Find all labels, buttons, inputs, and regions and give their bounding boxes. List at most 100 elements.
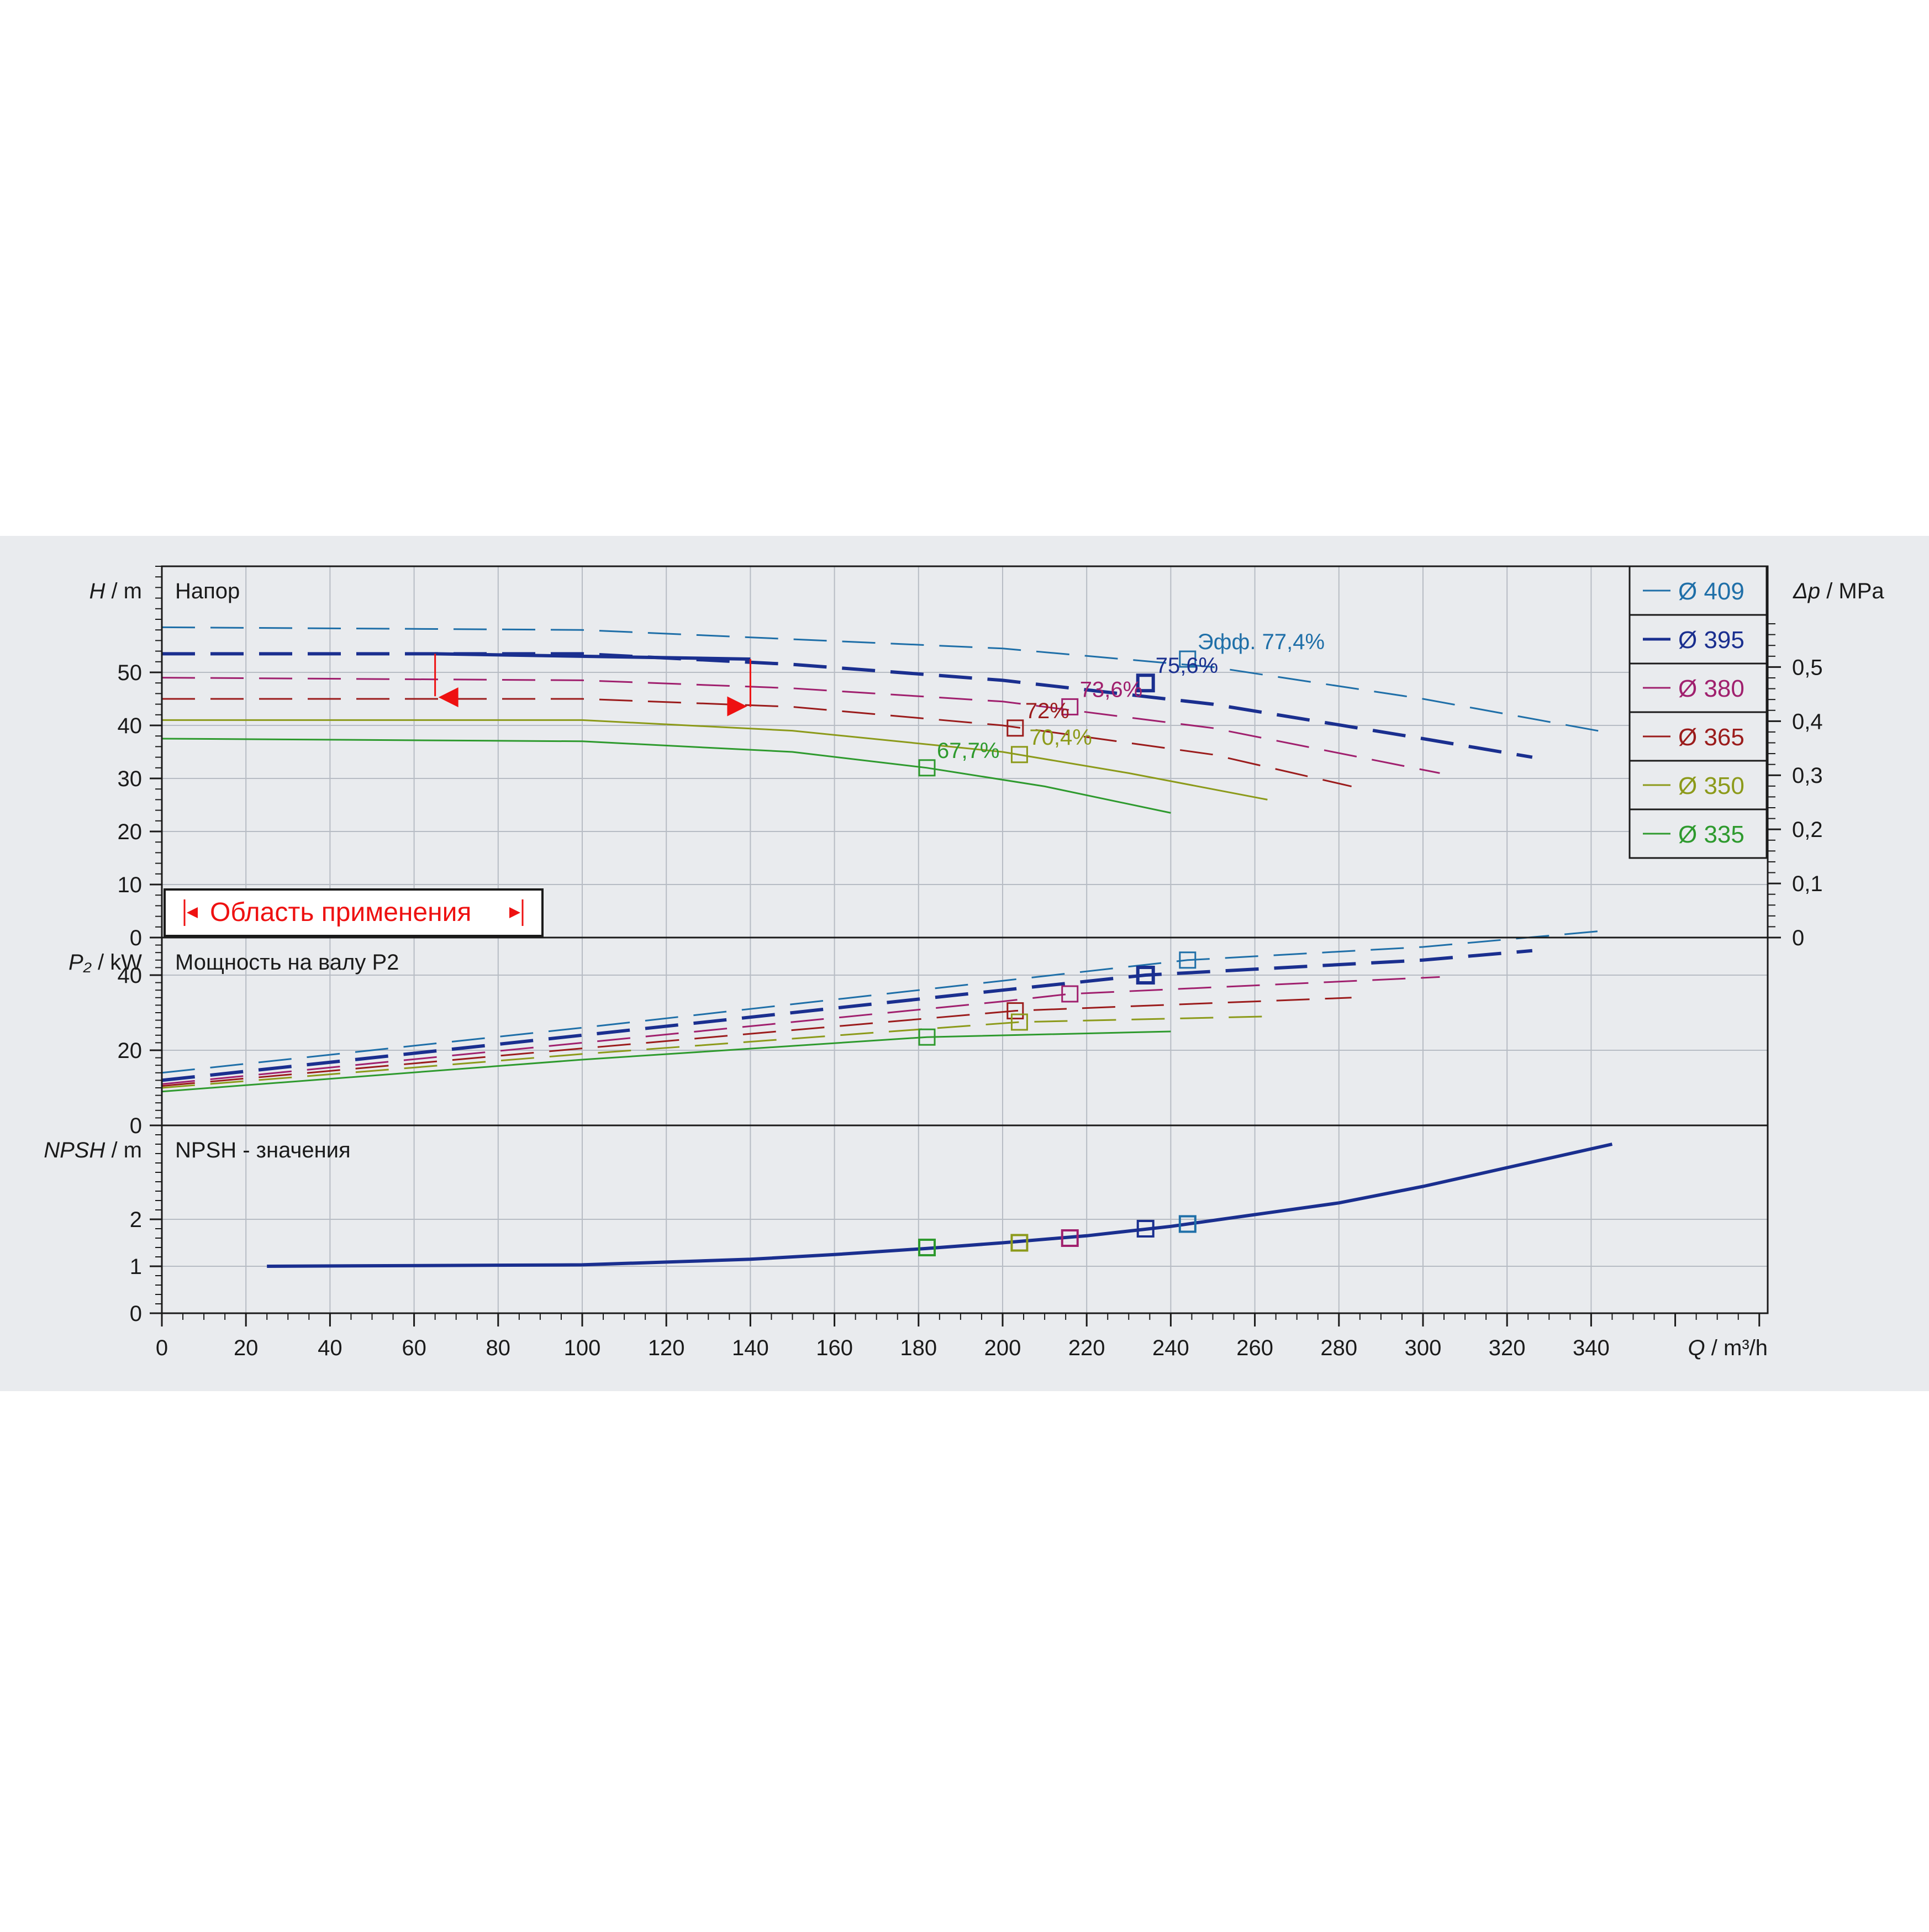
y-tick-label-head-30: 30	[118, 767, 143, 791]
secondary-axis-symbol: Δp	[1793, 579, 1820, 603]
npsh-bep-marker-1	[1178, 1215, 1197, 1233]
sec-tick-label-0: 0	[1792, 926, 1804, 950]
curve-head-6	[161, 738, 1171, 814]
bep-marker-head-2	[1136, 673, 1155, 693]
legend: Ø 409 Ø 395 Ø 380 Ø 365 Ø 350 Ø 335	[1628, 565, 1768, 859]
x-tick-label-120: 120	[648, 1336, 685, 1360]
bep-marker-power-5	[1010, 1013, 1028, 1031]
x-tick-label-160: 160	[816, 1336, 853, 1360]
axes	[150, 565, 1781, 1326]
x-tick-label-140: 140	[732, 1336, 769, 1360]
app-range-box-left-arrow	[187, 907, 198, 918]
y-axis-symbol-npsh: NPSH	[44, 1138, 105, 1162]
curve-head-2	[162, 652, 1533, 759]
legend-cell-4	[1628, 711, 1768, 762]
x-tick-label-280: 280	[1320, 1336, 1357, 1360]
x-axis-symbol: Q	[1688, 1336, 1705, 1360]
x-tick-label-300: 300	[1405, 1336, 1442, 1360]
x-tick-label-320: 320	[1489, 1336, 1526, 1360]
curve-head-3	[161, 677, 1440, 774]
x-tick-label-20: 20	[234, 1336, 259, 1360]
efficiency-label-1: Эфф. 77,4%	[1198, 630, 1325, 654]
curve-head-4	[162, 698, 1352, 787]
x-tick-label-80: 80	[486, 1336, 511, 1360]
y-axis-unit-power: / kW	[92, 950, 142, 975]
legend-label-4: Ø 365	[1678, 724, 1744, 751]
application-range-box: Область применения	[164, 654, 751, 937]
x-tick-label-240: 240	[1152, 1336, 1189, 1360]
efficiency-label-3: 73,6%	[1080, 677, 1142, 702]
efficiency-label-6: 67,7%	[937, 739, 999, 763]
y-axis-label-head: H / m	[89, 579, 142, 603]
npsh-bep-marker-3	[1061, 1229, 1079, 1247]
y-tick-label-head-50: 50	[118, 661, 143, 685]
app-range-right-arrow	[727, 696, 747, 717]
app-range-box	[164, 888, 544, 937]
curve-power-6	[161, 1030, 1171, 1093]
bep-marker-power-3	[1061, 985, 1079, 1003]
bep-marker-power-2	[1136, 966, 1155, 985]
npsh-bep-marker-2	[1136, 1220, 1155, 1238]
curve-solid-segment-395	[435, 652, 751, 661]
app-range-left-arrow	[438, 687, 458, 708]
legend-label-1: Ø 409	[1678, 578, 1744, 605]
y-tick-label-npsh-2: 2	[130, 1208, 142, 1232]
sec-tick-label-4: 0,4	[1792, 709, 1823, 734]
bep-marker-head-1	[1179, 650, 1197, 668]
curve-head-1	[161, 626, 1612, 734]
curve-power-3	[161, 976, 1440, 1085]
bep-marker-head-5	[1010, 746, 1028, 764]
y-tick-label-power-40: 40	[118, 964, 143, 988]
y-tick-label-power-0: 0	[130, 1114, 142, 1138]
y-tick-label-power-20: 20	[118, 1039, 143, 1063]
x-tick-label-200: 200	[984, 1336, 1021, 1360]
legend-label-2: Ø 395	[1678, 627, 1744, 654]
y-axis-label-npsh: NPSH / m	[44, 1138, 142, 1162]
y-axis-unit-npsh: / m	[105, 1138, 142, 1162]
curve-power-2	[161, 949, 1533, 1082]
bep-marker-power-1	[1179, 951, 1197, 969]
sec-tick-label-5: 0,5	[1792, 655, 1823, 680]
x-tick-label-340: 340	[1573, 1336, 1610, 1360]
y-tick-label-npsh-1: 1	[130, 1255, 142, 1279]
curve-power-1	[161, 929, 1612, 1074]
panel-title-head: Напор	[175, 579, 240, 603]
panel-title-npsh: NPSH - значения	[175, 1138, 351, 1162]
curve-power-4	[161, 997, 1352, 1087]
legend-cell-6	[1628, 808, 1768, 859]
x-tick-label-40: 40	[318, 1336, 342, 1360]
y-tick-label-head-40: 40	[118, 714, 143, 738]
curve-power-5	[161, 1015, 1268, 1089]
y-axis-unit-head: / m	[105, 579, 142, 603]
secondary-axis-label: Δp / MPa	[1793, 579, 1884, 603]
bep-marker-head-4	[1006, 719, 1024, 737]
app-range-label: Область применения	[210, 898, 471, 927]
legend-label-6: Ø 335	[1678, 821, 1744, 848]
legend-label-5: Ø 350	[1678, 772, 1744, 799]
curves	[161, 626, 1613, 1268]
sec-tick-label-3: 0,3	[1792, 764, 1823, 788]
curve-npsh-1	[267, 1143, 1613, 1268]
y-axis-symbol-power: P₂	[68, 950, 92, 975]
efficiency-label-5: 70,4%	[1029, 725, 1092, 750]
curve-head-5	[162, 719, 1268, 801]
bep-marker-head-6	[918, 759, 936, 777]
legend-cell-1	[1628, 565, 1768, 616]
x-tick-label-0: 0	[156, 1336, 168, 1360]
bep-marker-power-4	[1006, 1002, 1024, 1020]
legend-label-3: Ø 380	[1678, 675, 1744, 702]
y-tick-label-head-20: 20	[118, 820, 143, 844]
y-tick-label-npsh-0: 0	[130, 1302, 142, 1326]
x-axis-unit: / m³/h	[1705, 1336, 1768, 1360]
sec-tick-label-2: 0,2	[1792, 818, 1823, 842]
npsh-bep-marker-5	[918, 1239, 936, 1256]
y-axis-symbol-head: H	[89, 579, 105, 603]
sec-tick-label-1: 0,1	[1792, 872, 1823, 896]
x-tick-label-220: 220	[1068, 1336, 1105, 1360]
bep-marker-head-3	[1061, 698, 1079, 715]
bep-marker-power-6	[918, 1028, 936, 1046]
panel-title-power: Мощность на валу P2	[175, 950, 399, 975]
y-tick-label-head-0: 0	[130, 926, 142, 950]
